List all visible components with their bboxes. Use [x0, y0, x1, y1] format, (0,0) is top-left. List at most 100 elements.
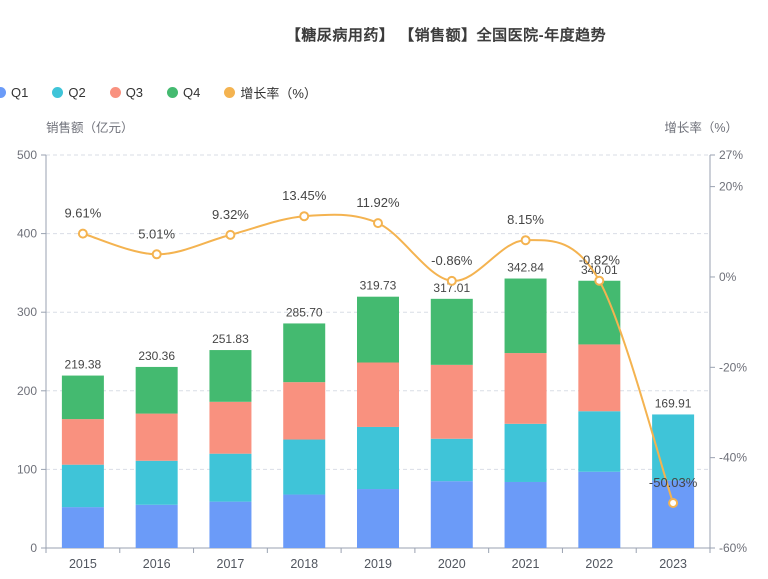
growth-rate-point[interactable]: [225, 229, 236, 240]
bar-segment-Q1-2017[interactable]: [209, 501, 252, 548]
growth-point-label: 8.15%: [507, 212, 544, 227]
bar-segment-Q3-2017[interactable]: [209, 401, 252, 454]
bar-segment-Q4-2017[interactable]: [209, 350, 252, 402]
growth-point-label: 9.61%: [64, 206, 101, 221]
bar-segment-Q4-2020[interactable]: [430, 298, 473, 365]
legend-marker-icon: [109, 87, 121, 98]
bar-segment-Q1-2015[interactable]: [61, 507, 104, 548]
legend-marker-icon: [0, 87, 6, 98]
bar-segment-Q1-2016[interactable]: [135, 504, 178, 548]
growth-point-label: 13.45%: [282, 188, 327, 203]
growth-rate-line[interactable]: [82, 213, 675, 504]
legend-marker-icon: [224, 87, 236, 98]
bar-segment-Q4-2018[interactable]: [283, 323, 326, 383]
x-axis-category-label: 2016: [143, 557, 171, 571]
x-axis-category-label: 2019: [364, 557, 392, 571]
legend-label: Q3: [125, 85, 144, 100]
growth-point-label: 9.32%: [212, 207, 249, 222]
right-axis-tick-label: -60%: [719, 541, 747, 555]
bar-segment-Q2-2017[interactable]: [209, 453, 252, 502]
x-axis-category-label: 2021: [512, 557, 540, 571]
legend-label: 增长率（%）: [240, 86, 317, 101]
x-axis-category-label: 2023: [659, 557, 687, 571]
bar-segment-Q1-2021[interactable]: [504, 481, 547, 548]
growth-point-label: -0.82%: [579, 253, 621, 268]
bar-total-label: 230.36: [138, 349, 175, 363]
y-axis-tick-label: 100: [17, 462, 37, 476]
bar-segment-Q3-2021[interactable]: [504, 353, 547, 424]
y-axis-tick-label: 400: [17, 227, 37, 241]
growth-point-label: -0.86%: [431, 253, 473, 268]
bar-segment-Q4-2021[interactable]: [504, 278, 547, 354]
growth-rate-point[interactable]: [446, 275, 457, 286]
x-axis-category-label: 2020: [438, 557, 466, 571]
bar-segment-Q1-2019[interactable]: [357, 489, 399, 548]
growth-rate-point[interactable]: [299, 211, 310, 222]
bar-segment-Q4-2016[interactable]: [135, 366, 178, 414]
growth-rate-point[interactable]: [373, 218, 383, 229]
bar-total-label: 317.01: [433, 281, 470, 295]
bar-segment-Q2-2019[interactable]: [357, 426, 399, 490]
right-axis-tick-label: 20%: [719, 180, 743, 194]
bar-total-label: 251.83: [212, 332, 249, 346]
legend-label: Q4: [183, 85, 201, 100]
growth-rate-point[interactable]: [668, 498, 679, 508]
bar-segment-Q2-2015[interactable]: [61, 464, 104, 508]
bar-segment-Q3-2022[interactable]: [578, 344, 621, 412]
legend-item-growth-rate[interactable]: 增长率（%）: [224, 83, 317, 102]
x-axis-category-label: 2015: [69, 557, 97, 571]
bar-segment-Q2-2023[interactable]: [652, 414, 695, 481]
legend-item-q2[interactable]: Q2: [52, 85, 86, 100]
legend-marker-icon: [167, 87, 179, 98]
y-axis-tick-label: 300: [17, 305, 37, 319]
bar-segment-Q1-2020[interactable]: [430, 481, 473, 548]
legend-label: Q1: [11, 85, 29, 100]
y-axis-tick-label: 500: [17, 148, 37, 162]
legend-marker-icon: [52, 87, 64, 98]
y-axis-tick-label: 200: [17, 384, 37, 398]
left-axis-title: 销售额（亿元）: [46, 121, 134, 135]
bar-segment-Q4-2015[interactable]: [61, 375, 104, 420]
legend: Q1 Q2 Q3 Q4 增长率（%）: [0, 83, 317, 102]
right-axis-title: 增长率（%）: [664, 121, 738, 135]
bar-total-label: 342.84: [507, 261, 544, 275]
legend-item-q3[interactable]: Q3: [109, 85, 144, 100]
legend-label: Q2: [68, 85, 86, 100]
bar-segment-Q2-2020[interactable]: [430, 438, 473, 482]
bar-segment-Q3-2018[interactable]: [283, 382, 326, 440]
bar-segment-Q2-2018[interactable]: [283, 439, 326, 495]
x-axis-category-label: 2022: [585, 557, 613, 571]
growth-point-label: -50.03%: [649, 475, 698, 490]
growth-rate-point[interactable]: [594, 275, 605, 286]
chart-title: 【糖尿病用药】 【销售额】全国医院-年度趋势: [285, 27, 607, 44]
legend-item-q4[interactable]: Q4: [167, 85, 200, 100]
bar-total-label: 219.38: [65, 358, 102, 372]
growth-point-label: 5.01%: [138, 226, 175, 241]
growth-rate-point[interactable]: [151, 249, 162, 260]
legend-item-q1[interactable]: Q1: [0, 85, 28, 100]
y-axis-tick-label: 0: [30, 541, 37, 555]
right-axis-tick-label: 27%: [719, 148, 743, 162]
x-axis-category-label: 2017: [217, 557, 245, 571]
bar-segment-Q1-2018[interactable]: [283, 494, 326, 548]
bar-total-label: 169.91: [655, 396, 692, 410]
bar-segment-Q1-2022[interactable]: [578, 471, 621, 548]
bar-segment-Q3-2019[interactable]: [357, 362, 399, 427]
bar-segment-Q3-2015[interactable]: [61, 419, 104, 465]
bar-segment-Q4-2019[interactable]: [357, 296, 399, 363]
growth-rate-point[interactable]: [77, 228, 88, 239]
growth-point-label: 11.92%: [356, 195, 400, 210]
bar-total-label: 285.70: [286, 305, 323, 319]
x-axis-category-label: 2018: [290, 557, 318, 571]
right-axis-tick-label: 0%: [719, 270, 737, 284]
bar-segment-Q2-2022[interactable]: [578, 411, 621, 472]
bar-segment-Q1-2023[interactable]: [652, 480, 695, 548]
bar-segment-Q3-2016[interactable]: [135, 413, 178, 461]
growth-rate-point[interactable]: [520, 235, 531, 246]
bar-total-label: 319.73: [360, 279, 397, 293]
bar-segment-Q2-2021[interactable]: [504, 423, 547, 482]
bar-segment-Q2-2016[interactable]: [135, 460, 178, 505]
bar-segment-Q3-2020[interactable]: [430, 364, 473, 439]
